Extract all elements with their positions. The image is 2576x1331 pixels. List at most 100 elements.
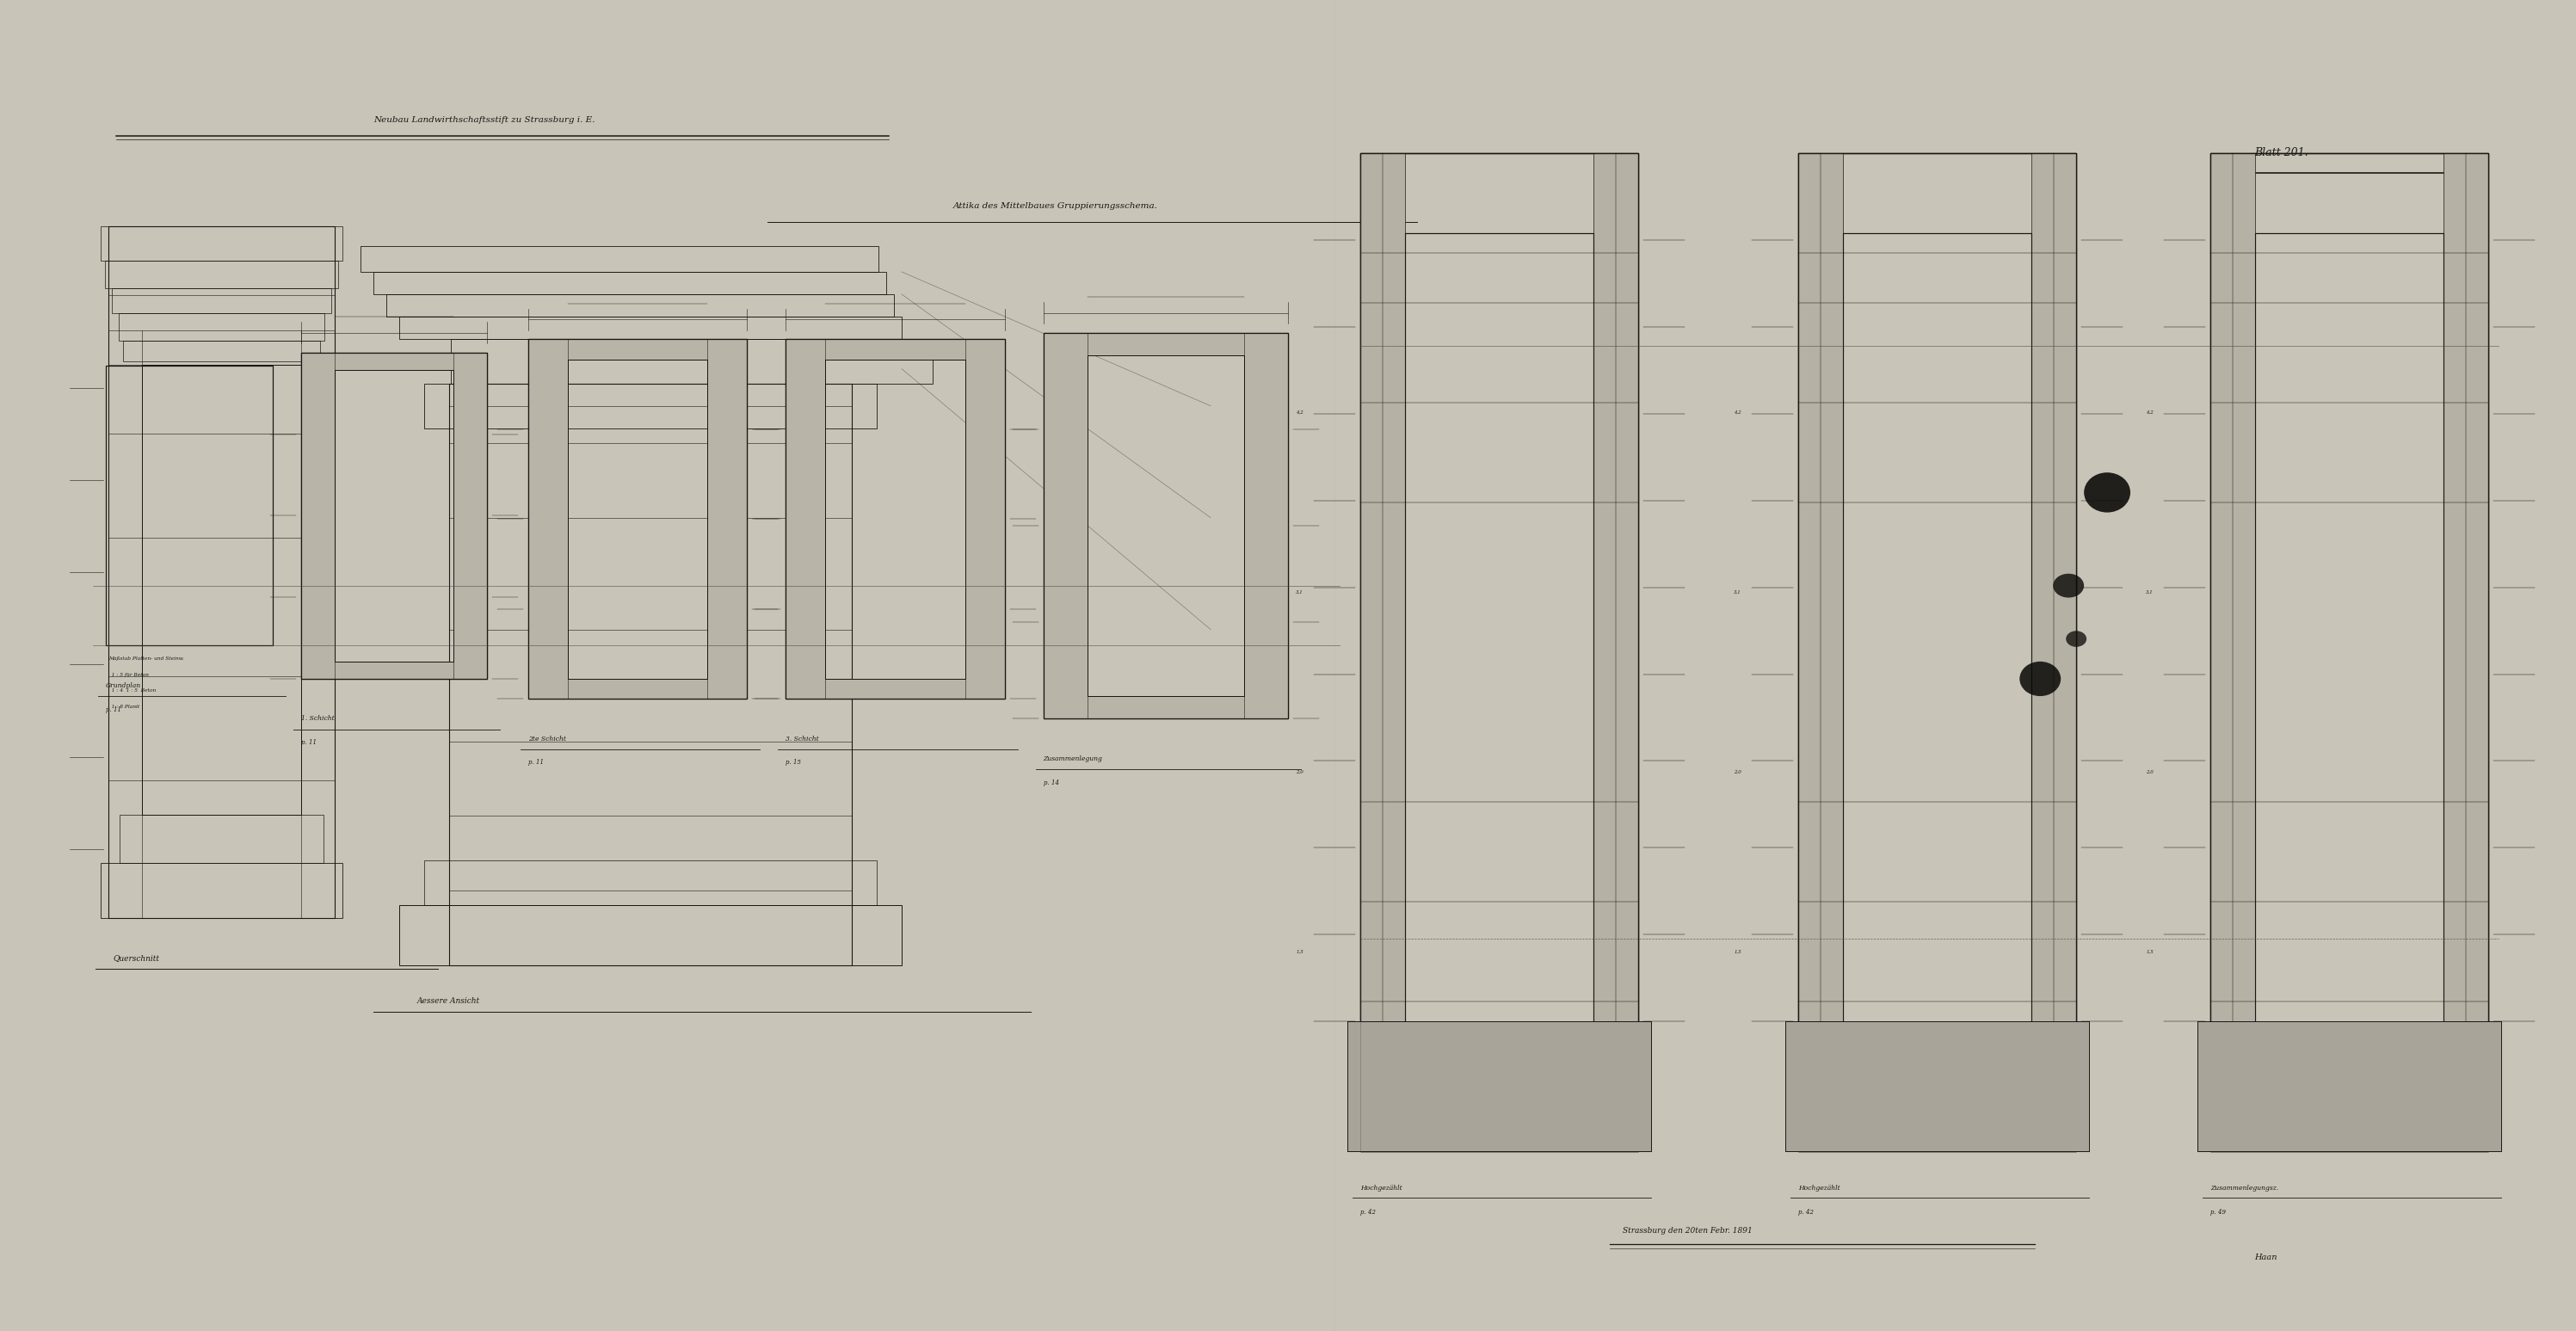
Bar [1043, 333, 1087, 719]
Ellipse shape [2053, 574, 2084, 598]
Text: Querschnitt: Querschnitt [113, 954, 160, 962]
Text: Neubau Landwirthschaftsstift zu Strassburg i. E.: Neubau Landwirthschaftsstift zu Strassbu… [374, 116, 595, 124]
Text: Grundplan: Grundplan [106, 681, 142, 689]
Text: p. 42: p. 42 [1798, 1209, 1814, 1217]
Text: 4,2: 4,2 [1734, 410, 1741, 415]
Bar [1798, 153, 2076, 1151]
Text: 3,1: 3,1 [2146, 590, 2154, 595]
Bar [118, 815, 325, 862]
Text: p. 11: p. 11 [301, 739, 317, 747]
Bar [2032, 153, 2076, 1151]
Bar [528, 679, 747, 699]
Text: 3,1: 3,1 [1296, 590, 1303, 595]
Bar [528, 339, 747, 359]
Text: Strassburg den 20ten Febr. 1891: Strassburg den 20ten Febr. 1891 [1623, 1227, 1752, 1235]
Bar [335, 370, 453, 662]
Bar [451, 339, 933, 383]
Bar [399, 317, 902, 339]
Bar [2445, 153, 2488, 1151]
Text: Aessere Ansicht: Aessere Ansicht [417, 997, 479, 1005]
Bar [528, 339, 567, 699]
Bar [1360, 153, 1638, 1151]
Bar [386, 294, 894, 317]
Bar [824, 359, 966, 679]
Bar [2254, 233, 2445, 1071]
Bar [1785, 1022, 2089, 1151]
Bar [528, 339, 747, 699]
Text: p. 49: p. 49 [2210, 1209, 2226, 1217]
Bar [528, 339, 747, 699]
Text: Maßstab Platten- und Steinw.: Maßstab Platten- und Steinw. [108, 656, 183, 662]
Bar [335, 370, 453, 662]
Bar [111, 289, 332, 313]
Bar [1043, 696, 1288, 719]
Bar [2254, 233, 2445, 1071]
Text: 2,0: 2,0 [1734, 769, 1741, 775]
Text: p. 11: p. 11 [106, 705, 121, 713]
Bar [786, 339, 1005, 359]
Bar [301, 353, 487, 679]
Bar [1360, 153, 1404, 1151]
Bar [1087, 355, 1244, 696]
Text: 1. Schicht: 1. Schicht [301, 715, 335, 723]
Bar [361, 246, 878, 272]
Text: Hochgezählt: Hochgezählt [1360, 1185, 1401, 1193]
Text: Attika des Mittelbaues Gruppierungsschema.: Attika des Mittelbaues Gruppierungsschem… [953, 202, 1157, 210]
Bar [106, 261, 337, 289]
Text: Hochgezählt: Hochgezählt [1798, 1185, 1839, 1193]
Bar [1798, 153, 2076, 1151]
Text: 1 : 8 Planit: 1 : 8 Planit [108, 704, 139, 709]
Bar [108, 226, 335, 918]
Bar [786, 339, 1005, 699]
Bar [100, 226, 343, 261]
Bar [1244, 333, 1288, 719]
Bar [301, 353, 487, 370]
Bar [567, 359, 708, 679]
Bar [301, 353, 487, 679]
Bar [824, 359, 966, 679]
Bar [786, 339, 1005, 699]
Text: 1 : 4  1 : 5  Beton: 1 : 4 1 : 5 Beton [108, 688, 155, 693]
Bar [425, 861, 876, 905]
Bar [118, 313, 325, 341]
Text: 1,5: 1,5 [1734, 949, 1741, 954]
Text: 1,5: 1,5 [2146, 949, 2154, 954]
Bar [301, 353, 335, 679]
Text: 2te Schicht: 2te Schicht [528, 735, 567, 743]
Text: Zusammenlegung: Zusammenlegung [1043, 755, 1103, 763]
Bar [301, 662, 487, 679]
Bar [1043, 333, 1288, 355]
Bar [124, 341, 319, 361]
Bar [399, 905, 902, 965]
Text: p. 15: p. 15 [786, 759, 801, 767]
Text: 3,1: 3,1 [1734, 590, 1741, 595]
Bar [2197, 1022, 2501, 1151]
Text: p. 14: p. 14 [1043, 779, 1059, 787]
Bar [2210, 153, 2488, 1151]
Bar [1043, 333, 1288, 719]
Bar [1087, 355, 1244, 696]
Bar [1595, 153, 1638, 1151]
Ellipse shape [2020, 662, 2061, 696]
Bar [374, 272, 886, 294]
Bar [1347, 1022, 1651, 1151]
Bar [708, 339, 747, 699]
Text: 1,5: 1,5 [1296, 949, 1303, 954]
Bar [1404, 233, 1595, 1071]
Text: 4,2: 4,2 [1296, 410, 1303, 415]
Text: Blatt 201.: Blatt 201. [2254, 148, 2308, 158]
Bar [966, 339, 1005, 699]
Bar [100, 862, 343, 918]
Bar [786, 679, 1005, 699]
Bar [2210, 153, 2488, 1151]
Bar [786, 339, 824, 699]
Bar [1347, 1022, 1651, 1151]
Bar [1043, 333, 1288, 719]
Bar [1404, 233, 1595, 1071]
Ellipse shape [2066, 631, 2087, 647]
Bar [106, 366, 273, 646]
Text: p. 42: p. 42 [1360, 1209, 1376, 1217]
Bar [1785, 1022, 2089, 1151]
Bar [1360, 153, 1638, 1151]
Bar [425, 383, 876, 429]
